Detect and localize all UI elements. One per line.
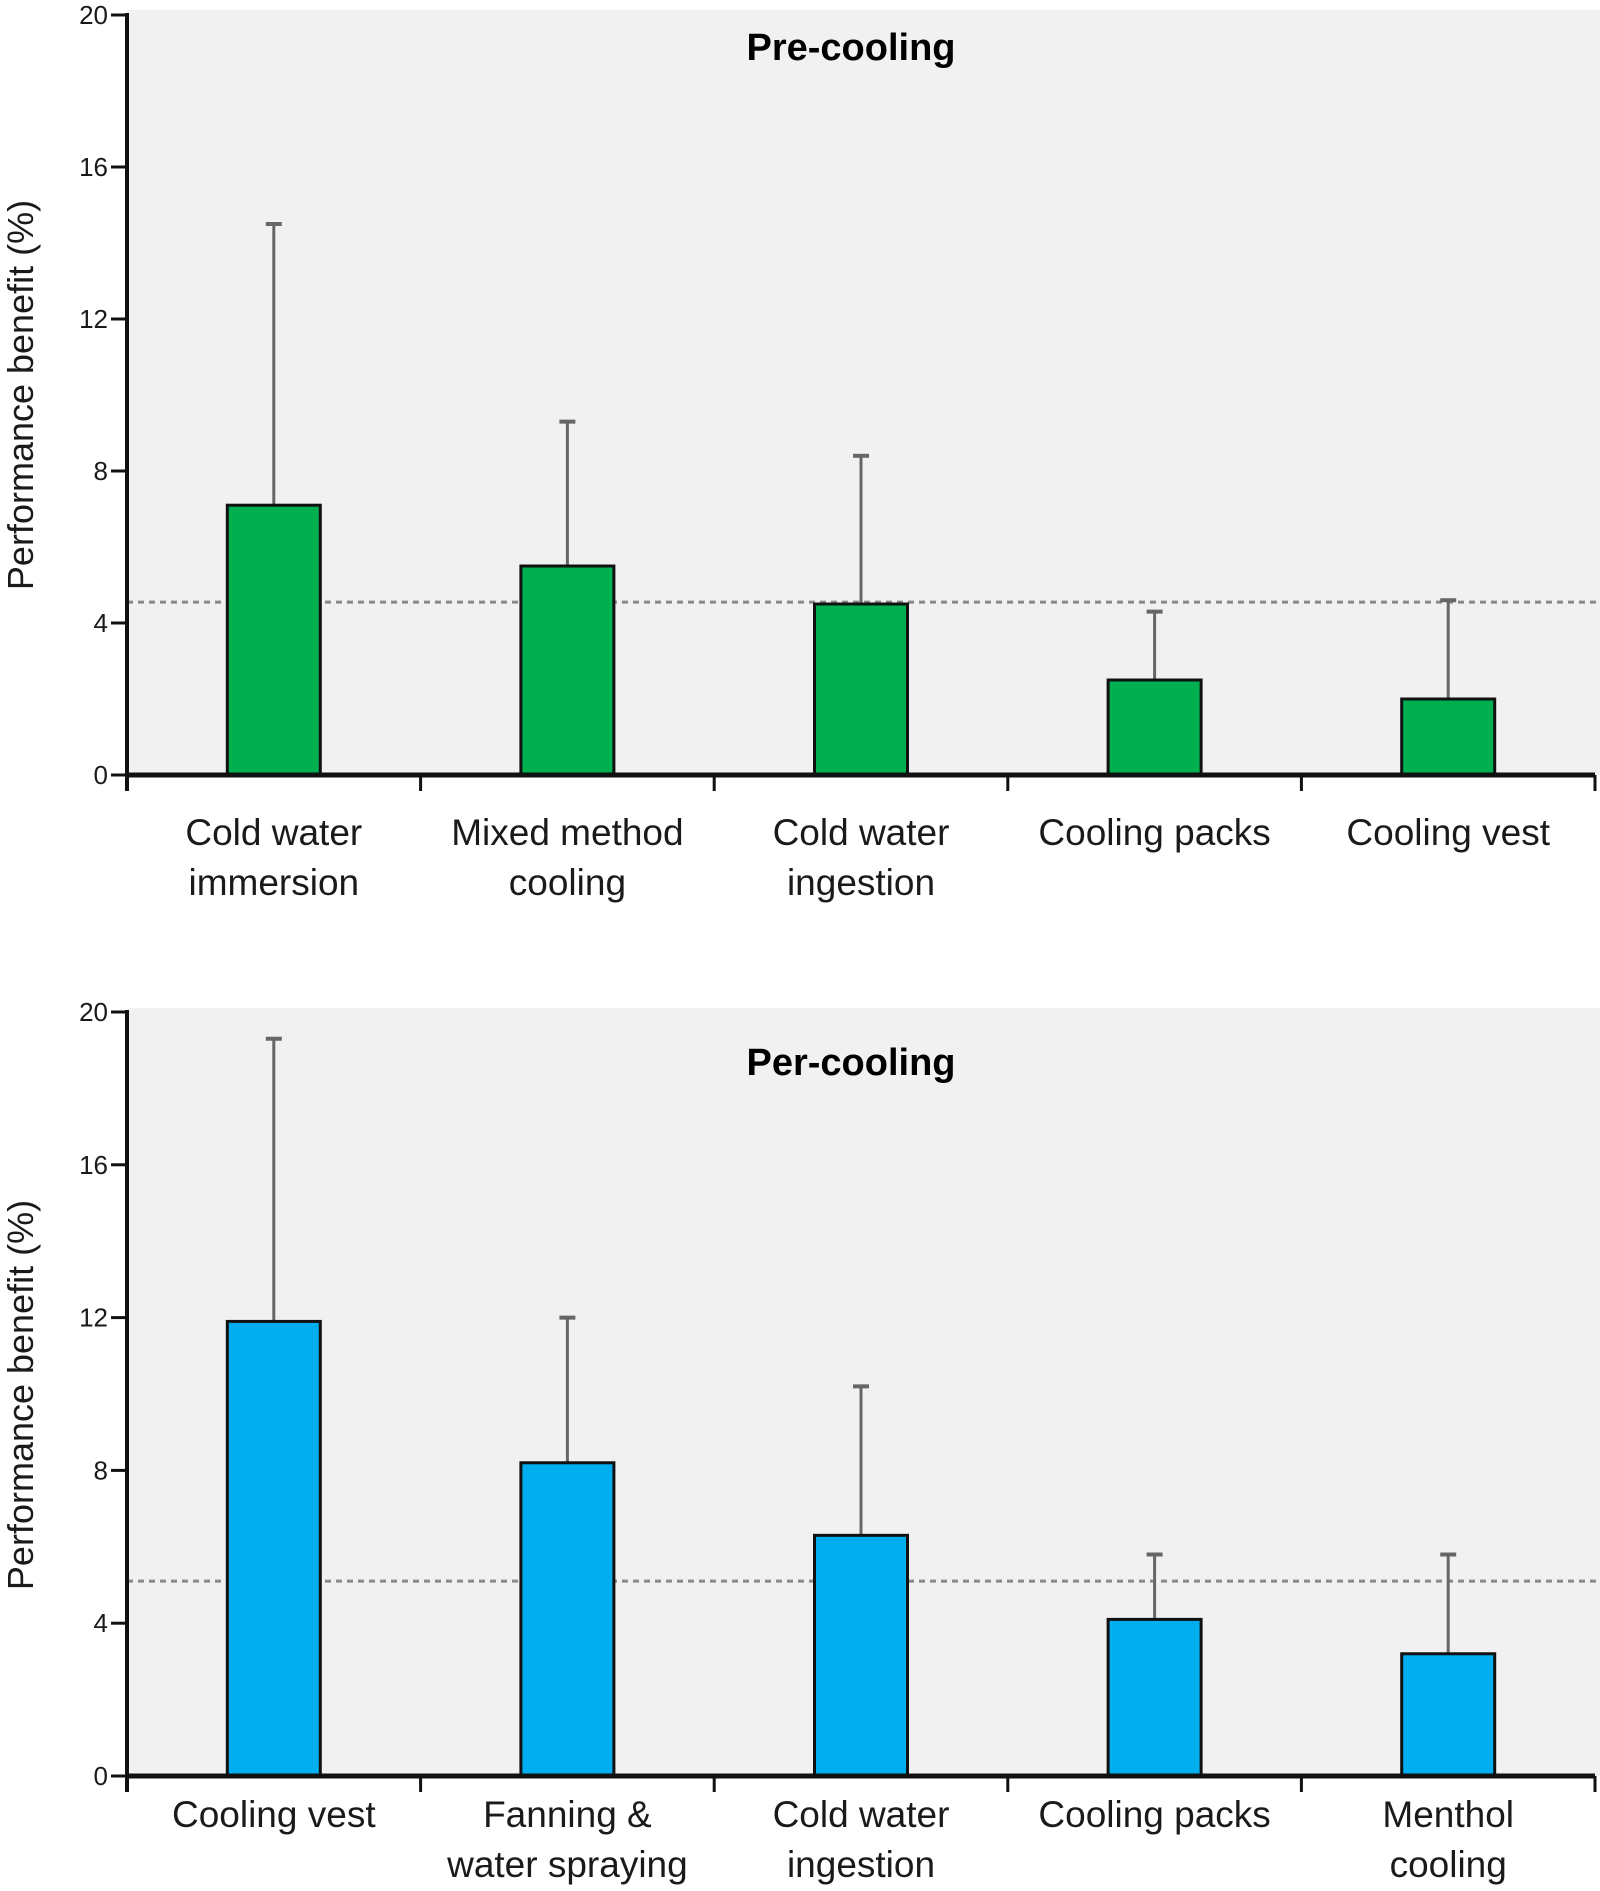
x-category-label: ingestion [787,1844,935,1885]
pre-cooling-panel: Pre-cooling Performance benefit (%) 0 4 8 1… [0,0,1600,903]
x-category-label: cooling [509,862,626,903]
y-tick-label: 8 [94,1455,108,1485]
y-tick-label: 16 [79,1150,108,1180]
x-category-label: Cold water [185,812,362,853]
bar [225,503,322,777]
x-category-label: water spraying [446,1844,688,1885]
y-tick-label: 20 [79,997,108,1027]
bar [225,1319,322,1778]
x-category-label: immersion [188,862,359,903]
x-category-label: Cooling packs [1038,1794,1270,1835]
y-tick-label: 12 [79,304,108,334]
x-category-label: Menthol [1382,1794,1514,1835]
y-axis-label: Performance benefit (%) [0,200,41,590]
bar [1400,1652,1497,1778]
y-tick-label: 0 [94,1761,108,1791]
y-tick-label: 4 [94,1608,108,1638]
bar [1106,678,1203,777]
y-tick-label: 20 [79,0,108,30]
chart-title: Pre-cooling [746,27,955,69]
chart-title: Per-cooling [746,1042,955,1084]
y-tick-label: 16 [79,152,108,182]
x-category-label: Mixed method [451,812,683,853]
x-category-label: Cold water [773,812,950,853]
y-tick-label: 4 [94,608,108,638]
bar [519,1461,616,1778]
bar [519,564,616,777]
x-category-label: ingestion [787,862,935,903]
bar [1400,697,1497,777]
x-category-label: Fanning & [483,1794,652,1835]
per-cooling-panel: Per-cooling Performance benefit (%) 0 4 8 1… [0,997,1600,1885]
y-tick-label: 8 [94,456,108,486]
bar [813,602,909,777]
x-category-label: cooling [1390,1844,1507,1885]
bar [813,1533,909,1778]
x-category-label: Cooling vest [172,1794,376,1835]
y-axis-label: Performance benefit (%) [0,1200,41,1590]
y-tick-label: 0 [94,760,108,790]
x-category-label: Cooling vest [1346,812,1550,853]
bar [1106,1617,1203,1778]
y-tick-label: 12 [79,1303,108,1333]
x-category-label: Cold water [773,1794,950,1835]
x-category-label: Cooling packs [1038,812,1270,853]
